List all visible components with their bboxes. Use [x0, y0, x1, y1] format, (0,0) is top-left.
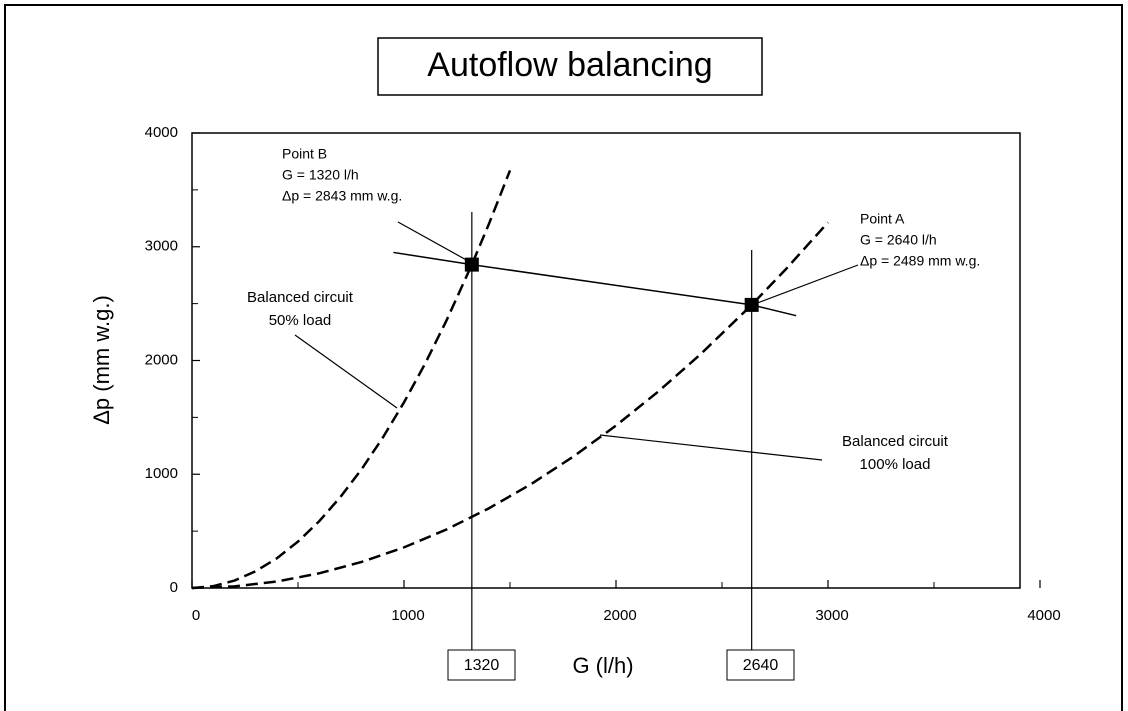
x-axis-label: G (l/h) — [572, 653, 633, 678]
reference-label-box — [447, 649, 516, 681]
leader-line — [599, 434, 823, 461]
leaders — [294, 221, 859, 461]
curve — [191, 221, 829, 590]
reference-label: 2640 — [743, 657, 779, 674]
annotation: 50% load — [269, 312, 332, 329]
reference-label: 1320 — [464, 657, 500, 674]
point-text: G = 2640 l/h — [860, 232, 937, 248]
point-text: G = 1320 l/h — [282, 167, 359, 183]
y-axis-label: Δp (mm w.g.) — [89, 295, 114, 425]
y-tick-label: 4000 — [145, 124, 178, 141]
annotation: 100% load — [860, 456, 931, 473]
y-tick-label: 2000 — [145, 351, 178, 368]
point-label: Point A — [860, 211, 905, 227]
x-tick-label: 3000 — [815, 607, 848, 624]
leader-line — [751, 264, 859, 306]
page-frame — [4, 4, 1123, 711]
point-text: Δp = 2843 mm w.g. — [282, 188, 402, 204]
annotation: Balanced circuit — [842, 433, 949, 450]
leader-line — [294, 334, 398, 409]
point-text: Δp = 2489 mm w.g. — [860, 253, 980, 269]
x-tick-label: 0 — [192, 607, 200, 624]
chart-title: Autoflow balancing — [427, 46, 712, 84]
y-tick-label: 1000 — [145, 465, 178, 482]
operating-point — [744, 297, 759, 312]
x-tick-label: 1000 — [391, 607, 424, 624]
curve — [191, 169, 512, 590]
leader-line — [397, 221, 471, 263]
reference-label-box — [726, 649, 795, 681]
point-label: Point B — [282, 146, 327, 162]
x-tick-label: 4000 — [1027, 607, 1060, 624]
y-tick-label: 0 — [170, 579, 178, 596]
title-box — [377, 37, 763, 96]
curve — [393, 251, 797, 317]
y-tick-label: 3000 — [145, 238, 178, 255]
annotation: Balanced circuit — [247, 289, 354, 306]
x-tick-label: 2000 — [603, 607, 636, 624]
operating-point — [464, 257, 479, 272]
